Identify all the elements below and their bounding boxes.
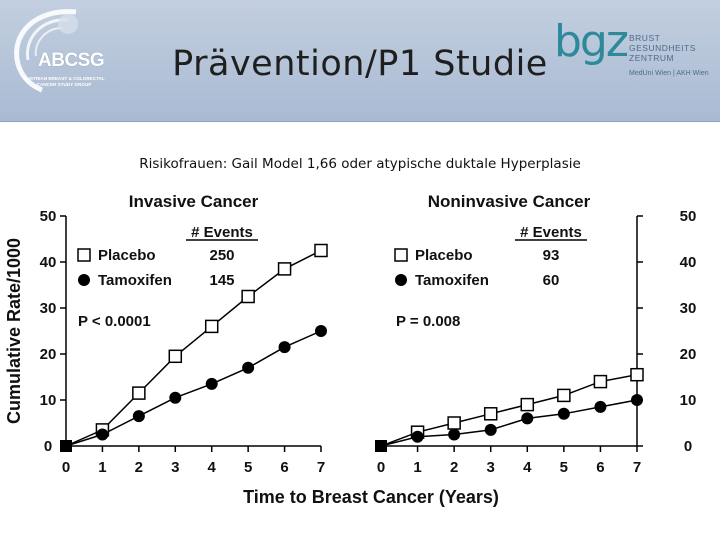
panel2-y-tick-label: 10 <box>680 392 697 409</box>
panel2-x-tick-label: 1 <box>413 459 421 476</box>
panel2-placebo-point <box>593 374 608 389</box>
abcsg-swirl-icon <box>14 9 78 93</box>
panel1-legend-label-1: Tamoxifen <box>98 272 172 289</box>
panel1-placebo-point <box>241 289 255 304</box>
panel1-events-header: # Events <box>191 224 253 241</box>
slide-header: ABCSG AUSTRIAN BREAST & COLORECTAL CANCE… <box>0 0 720 122</box>
panel2-origin-marker <box>375 440 387 452</box>
panel2-tamoxifen-point <box>484 423 497 436</box>
panel2-chart-title: Noninvasive Cancer <box>428 192 591 211</box>
panel1-y-tick-label: 10 <box>40 392 57 409</box>
panel1-legend-placebo-marker <box>77 248 91 262</box>
panel2-placebo-point <box>630 367 644 382</box>
panel1-tamoxifen-point <box>278 341 291 354</box>
panel1-legend-events-1: 145 <box>209 272 234 289</box>
panel2-legend-label-1: Tamoxifen <box>415 272 489 289</box>
panel1-origin-marker <box>60 440 72 452</box>
panel1-tamoxifen-point <box>205 377 218 390</box>
panel1-x-tick-label: 0 <box>62 459 70 476</box>
panel1-x-tick-label: 4 <box>208 459 217 476</box>
panel2-p-value-annotation: P = 0.008 <box>396 313 460 330</box>
bgz-logo-line3: ZENTRUM <box>629 53 675 63</box>
abcsg-logo-text: ABCSG <box>38 50 105 71</box>
panel2-tamoxifen-point <box>521 412 534 425</box>
panel1-legend-tamoxifen-marker <box>78 274 90 286</box>
panel1-placebo-point <box>314 243 328 258</box>
bgz-logo-tagline: MedUni Wien | AKH Wien <box>629 70 709 77</box>
panel1-x-tick-label: 6 <box>280 459 288 476</box>
panel2-x-tick-label: 7 <box>633 459 641 476</box>
panel2-tamoxifen-point <box>411 430 424 443</box>
bgz-logo-text: bgz <box>554 16 629 67</box>
panel2-tamoxifen-point <box>557 407 570 420</box>
panel2-x-tick-label: 6 <box>596 459 604 476</box>
abcsg-logo: ABCSG AUSTRIAN BREAST & COLORECTAL CANCE… <box>6 4 116 114</box>
panel2-y-tick-label: 0 <box>684 438 692 455</box>
bgz-logo-line2: GESUNDHEITS <box>629 43 696 53</box>
panel2-x-tick-label: 0 <box>377 459 385 476</box>
panel1-placebo-point <box>168 349 183 364</box>
panel2-tamoxifen-point <box>594 400 607 413</box>
panel1-x-tick-label: 7 <box>317 459 325 476</box>
panel1-y-tick-label: 0 <box>44 438 52 455</box>
panel1-tamoxifen-point <box>96 428 109 441</box>
panel1-x-tick-label: 2 <box>135 459 143 476</box>
panel1-placebo-point <box>204 319 219 334</box>
panel2-legend-tamoxifen-marker <box>395 274 407 286</box>
panel1-x-tick-label: 1 <box>98 459 106 476</box>
panel1-legend-events-0: 250 <box>209 247 234 264</box>
panel1-tamoxifen-point <box>315 325 327 337</box>
panel2-x-tick-label: 5 <box>560 459 568 476</box>
panel2-events-header: # Events <box>520 224 582 241</box>
panel1-y-tick-label: 30 <box>40 300 57 317</box>
panel1-x-tick-label: 5 <box>244 459 252 476</box>
panel1-y-tick-label: 20 <box>40 346 57 363</box>
panel1-tamoxifen-point <box>242 361 255 374</box>
panel1-y-tick-label: 50 <box>40 208 57 225</box>
panel2-legend-events-0: 93 <box>543 247 560 264</box>
panel2-x-tick-label: 2 <box>450 459 458 476</box>
abcsg-logo-line2: CANCER STUDY GROUP <box>36 82 92 87</box>
panel1-tamoxifen-point <box>132 410 145 423</box>
panel1-tamoxifen-point <box>169 391 182 404</box>
panel2-tamoxifen-point <box>448 428 461 441</box>
panel2-y-tick-label: 20 <box>680 346 697 363</box>
y-axis-title: Cumulative Rate/1000 <box>4 238 24 424</box>
panel2-legend-placebo-marker <box>394 248 408 262</box>
panel1-p-value-annotation: P < 0.0001 <box>78 313 151 330</box>
panel2-y-tick-label: 30 <box>680 300 697 317</box>
panel2-placebo-point <box>557 388 571 403</box>
panel2-x-tick-label: 3 <box>487 459 495 476</box>
panel2-placebo-point <box>483 407 498 421</box>
panel2-placebo-point <box>447 416 461 430</box>
panel2-y-tick-label: 40 <box>680 254 697 271</box>
panel1-x-tick-label: 3 <box>171 459 179 476</box>
slide-subtitle: Risikofrauen: Gail Model 1,66 oder atypi… <box>139 156 581 172</box>
panel1-placebo-point <box>277 262 292 276</box>
panel2-legend-events-1: 60 <box>543 272 560 289</box>
bgz-logo-line1: BRUST <box>629 33 661 43</box>
panel2-legend-label-0: Placebo <box>415 247 473 264</box>
panel2-x-tick-label: 4 <box>523 459 532 476</box>
page-title: Prävention/P1 Studie <box>172 44 548 84</box>
panel1-legend-label-0: Placebo <box>98 247 156 264</box>
bgz-logo: bgz BRUST GESUNDHEITS ZENTRUM MedUni Wie… <box>554 20 714 90</box>
panel1-placebo-point <box>132 386 146 400</box>
panel1-y-tick-label: 40 <box>40 254 57 271</box>
abcsg-logo-line1: AUSTRIAN BREAST & COLORECTAL <box>23 76 105 81</box>
panel2-tamoxifen-point <box>631 394 643 406</box>
panel2-y-tick-label: 50 <box>680 208 697 225</box>
panel1-chart-title: Invasive Cancer <box>129 192 259 211</box>
x-axis-title: Time to Breast Cancer (Years) <box>243 487 499 507</box>
panel2-placebo-point <box>520 397 535 412</box>
